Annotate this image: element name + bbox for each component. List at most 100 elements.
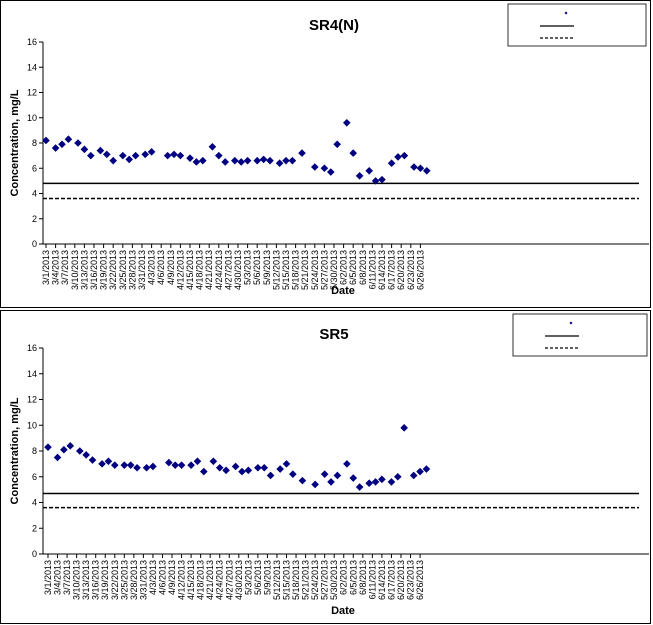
data-point (44, 443, 52, 451)
x-tick-label: 4/24/2013 (215, 560, 225, 600)
x-tick-label: 6/11/2013 (367, 250, 377, 289)
x-tick-label: 6/8/2013 (358, 250, 368, 285)
data-point (243, 156, 252, 165)
x-tick-label: 3/1/2013 (41, 250, 51, 285)
x-tick-label: 5/24/2013 (310, 250, 320, 290)
data-point (141, 150, 149, 159)
x-tick-label: 5/21/2013 (301, 560, 311, 600)
data-point (215, 463, 224, 472)
data-point (186, 154, 194, 162)
data-point (371, 177, 380, 185)
x-tick-label: 5/6/2013 (252, 250, 262, 285)
chart-panel-sr5: SR5 0 2 4 6 8 10 12 14 16 Concentration, mg/L 3/1/2… (0, 310, 651, 624)
x-tick-label: 4/18/2013 (196, 560, 206, 600)
data-point (149, 462, 157, 471)
data-point (289, 470, 297, 478)
data-point (231, 462, 240, 471)
data-point (193, 457, 202, 466)
y-tick-label: 10 (27, 113, 37, 123)
y-tick-label: 6 (32, 163, 37, 173)
y-tick-label: 4 (32, 498, 37, 508)
x-tick-label: 4/21/2013 (205, 560, 215, 600)
data-point (409, 471, 418, 480)
x-tick-label: 4/15/2013 (186, 560, 196, 600)
x-tick-label: 6/20/2013 (396, 250, 406, 290)
x-tick-label: 3/31/2013 (137, 250, 147, 290)
x-tick-label: 5/12/2013 (272, 560, 282, 600)
x-tick-label: 3/16/2013 (91, 560, 101, 600)
x-tick-label: 6/14/2013 (377, 250, 387, 290)
x-tick-label: 3/31/2013 (138, 560, 148, 600)
legend (512, 313, 648, 357)
data-point (103, 150, 111, 159)
data-point (238, 467, 246, 476)
x-tick-label: 4/12/2013 (175, 250, 185, 290)
data-point (371, 478, 380, 486)
x-tick-label: 3/13/2013 (81, 560, 91, 600)
y-tick-label: 10 (27, 420, 37, 430)
data-point (209, 457, 218, 466)
data-point (244, 466, 253, 475)
data-point (170, 150, 178, 159)
x-tick-label: 3/4/2013 (53, 560, 63, 595)
x-tick-label: 6/2/2013 (339, 560, 349, 595)
data-point (298, 476, 307, 485)
x-tick-label: 6/23/2013 (406, 560, 416, 600)
x-tick-label: 5/21/2013 (300, 250, 310, 290)
data-point (165, 458, 173, 467)
x-tick-label: 4/27/2013 (224, 560, 234, 600)
x-tick-label: 6/26/2013 (415, 560, 425, 600)
data-point (343, 460, 351, 468)
x-tick-label: 4/9/2013 (166, 250, 176, 285)
x-tick-label: 3/10/2013 (72, 560, 82, 600)
x-tick-label: 6/11/2013 (367, 560, 377, 599)
data-point (208, 142, 217, 151)
x-tick-label: 4/18/2013 (195, 250, 205, 290)
data-point (311, 163, 319, 171)
x-tick-label: 5/15/2013 (281, 250, 291, 290)
y-tick-label: 2 (32, 214, 37, 224)
data-point (320, 470, 329, 478)
y-tick-label: 16 (27, 37, 37, 47)
y-tick-label: 6 (32, 472, 37, 482)
data-point (142, 463, 151, 472)
data-point (378, 475, 386, 484)
data-point (266, 471, 275, 480)
data-point (104, 457, 113, 466)
data-point (60, 445, 68, 454)
data-point (282, 156, 290, 165)
data-point (221, 158, 229, 166)
x-tick-label: 4/27/2013 (223, 250, 233, 290)
x-tick-label: 3/10/2013 (70, 250, 80, 290)
legend (507, 3, 647, 47)
y-tick-label: 12 (27, 395, 37, 405)
data-point (416, 164, 425, 173)
legend-box (512, 313, 648, 357)
data-point (378, 175, 386, 184)
x-tick-label: 3/25/2013 (119, 560, 129, 600)
data-point (131, 151, 140, 160)
y-tick-label: 8 (32, 138, 37, 148)
legend-box (507, 3, 647, 47)
data-point (110, 461, 119, 469)
data-point (333, 471, 342, 480)
x-tick-label: 5/30/2013 (329, 560, 339, 600)
data-point (394, 472, 402, 481)
legend-marker-diamond (564, 11, 568, 15)
data-point (163, 151, 172, 160)
data-point (400, 424, 408, 432)
data-point (355, 483, 364, 491)
data-point (349, 474, 358, 482)
x-tick-label: 4/6/2013 (157, 560, 167, 595)
x-tick-label: 5/12/2013 (271, 250, 281, 290)
x-tick-label: 5/18/2013 (291, 250, 301, 290)
data-point (387, 478, 396, 486)
data-point (80, 145, 89, 154)
x-tick-label: 3/22/2013 (110, 560, 120, 600)
data-point (343, 119, 351, 127)
data-point (58, 140, 66, 149)
x-tick-label: 3/19/2013 (99, 250, 109, 290)
data-point (147, 148, 156, 156)
chart-panel-sr4n: SR4(N) 0 2 4 6 8 10 12 14 16 Concentration, mg/L 3/… (0, 0, 651, 308)
x-tick-label: 4/9/2013 (167, 560, 177, 595)
